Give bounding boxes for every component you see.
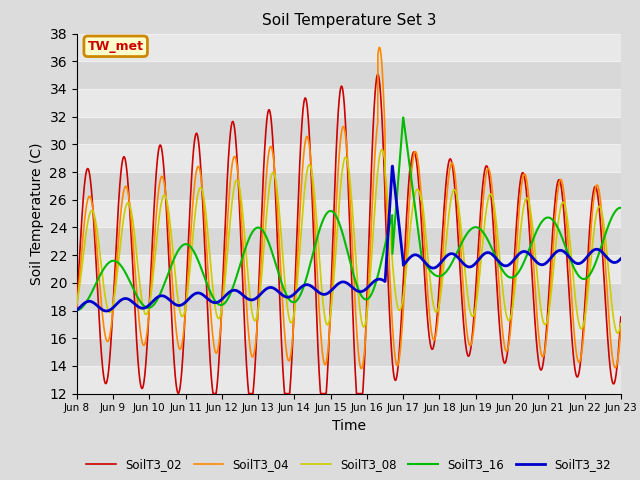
SoilT3_04	[73, 305, 81, 311]
Legend: SoilT3_02, SoilT3_04, SoilT3_08, SoilT3_16, SoilT3_32: SoilT3_02, SoilT3_04, SoilT3_08, SoilT3_…	[81, 454, 616, 476]
SoilT3_08	[135, 273, 143, 278]
SoilT3_04	[167, 261, 175, 267]
SoilT3_32	[135, 304, 143, 310]
SoilT3_04	[305, 140, 313, 146]
SoilT3_02	[73, 304, 81, 310]
Line: SoilT3_04: SoilT3_04	[77, 48, 621, 369]
SoilT3_02	[607, 368, 614, 373]
SoilT3_16	[282, 290, 289, 296]
SoilT3_32	[305, 282, 313, 288]
Line: SoilT3_08: SoilT3_08	[77, 150, 621, 333]
SoilT3_08	[548, 285, 556, 291]
Bar	[77, 311, 621, 338]
SoilT3_02	[548, 241, 556, 247]
SoilT3_02	[305, 130, 313, 135]
SoilT3_32	[607, 258, 614, 264]
SoilT3_04	[548, 263, 556, 269]
SoilT3_08	[617, 321, 625, 326]
SoilT3_16	[617, 205, 625, 211]
Line: SoilT3_16: SoilT3_16	[77, 118, 621, 311]
SoilT3_32	[388, 163, 396, 169]
X-axis label: Time: Time	[332, 419, 366, 433]
Text: TW_met: TW_met	[88, 40, 144, 53]
SoilT3_32	[102, 308, 110, 314]
Bar	[77, 228, 621, 255]
SoilT3_02	[167, 305, 175, 311]
SoilT3_16	[548, 216, 556, 222]
SoilT3_04	[376, 45, 383, 50]
SoilT3_16	[73, 308, 81, 313]
Bar	[77, 172, 621, 200]
Bar	[77, 338, 621, 366]
SoilT3_02	[374, 72, 381, 77]
SoilT3_04	[358, 366, 365, 372]
Bar	[77, 366, 621, 394]
Bar	[77, 61, 621, 89]
Bar	[77, 117, 621, 144]
SoilT3_04	[282, 339, 289, 345]
SoilT3_16	[399, 115, 407, 120]
SoilT3_32	[73, 308, 81, 313]
SoilT3_16	[135, 297, 143, 302]
SoilT3_08	[282, 285, 289, 291]
SoilT3_02	[135, 368, 143, 373]
SoilT3_08	[378, 147, 386, 153]
Line: SoilT3_02: SoilT3_02	[77, 74, 621, 394]
SoilT3_32	[282, 294, 289, 300]
Title: Soil Temperature Set 3: Soil Temperature Set 3	[262, 13, 436, 28]
SoilT3_04	[607, 336, 614, 341]
SoilT3_02	[209, 391, 217, 396]
SoilT3_02	[282, 391, 289, 396]
Bar	[77, 283, 621, 311]
Bar	[77, 200, 621, 228]
Bar	[77, 255, 621, 283]
SoilT3_32	[548, 254, 556, 260]
Bar	[77, 89, 621, 117]
SoilT3_04	[135, 314, 143, 320]
SoilT3_08	[167, 230, 175, 236]
SoilT3_04	[617, 326, 625, 332]
SoilT3_02	[617, 314, 625, 320]
Line: SoilT3_32: SoilT3_32	[77, 166, 621, 311]
SoilT3_16	[607, 218, 614, 224]
SoilT3_16	[167, 263, 175, 269]
Bar	[77, 34, 621, 61]
SoilT3_08	[614, 330, 621, 336]
SoilT3_32	[617, 256, 625, 262]
Bar	[77, 144, 621, 172]
Y-axis label: Soil Temperature (C): Soil Temperature (C)	[30, 143, 44, 285]
SoilT3_08	[305, 162, 313, 168]
SoilT3_16	[305, 266, 313, 272]
SoilT3_08	[607, 287, 614, 292]
SoilT3_32	[168, 299, 175, 304]
SoilT3_08	[73, 300, 81, 306]
